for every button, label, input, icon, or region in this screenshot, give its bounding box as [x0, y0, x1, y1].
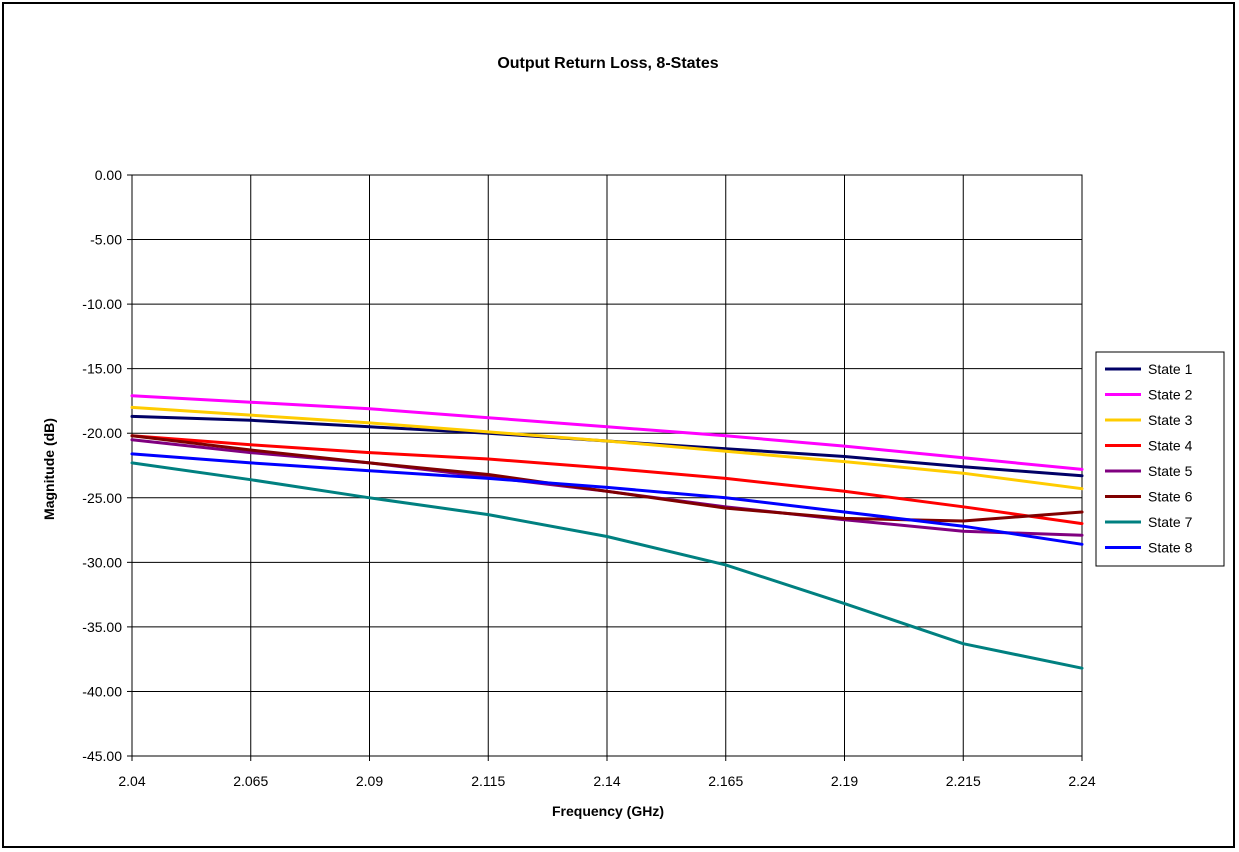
y-tick-label: 0.00 — [95, 167, 122, 183]
chart-title: Output Return Loss, 8-States — [497, 55, 718, 72]
x-tick-label: 2.165 — [708, 773, 743, 789]
legend-label-state-5: State 5 — [1148, 463, 1193, 479]
series-line-state-3 — [130, 405, 1084, 491]
y-tick-label: -20.00 — [82, 425, 122, 441]
y-axis-label: Magnitude (dB) — [41, 418, 57, 520]
legend-label-state-8: State 8 — [1148, 540, 1193, 556]
chart-svg: Output Return Loss, 8-States Magnitude (… — [41, 55, 1225, 819]
legend-label-state-4: State 4 — [1148, 438, 1193, 454]
legend-box — [1095, 351, 1225, 567]
x-tick-label: 2.115 — [471, 773, 505, 789]
series-line-state-4 — [130, 434, 1084, 526]
x-tick-label: 2.19 — [831, 773, 858, 789]
series-line-state-7 — [130, 461, 1084, 670]
x-tick-label: 2.14 — [593, 773, 620, 789]
legend-label-state-2: State 2 — [1148, 387, 1193, 403]
legend-label-state-7: State 7 — [1148, 514, 1193, 530]
y-tick-label: -30.00 — [82, 554, 122, 570]
series-line-state-8 — [130, 452, 1084, 546]
x-axis-label: Frequency (GHz) — [552, 803, 664, 819]
y-tick-label: -15.00 — [82, 361, 122, 377]
y-tick-label: -10.00 — [82, 296, 122, 312]
y-tick-label: -35.00 — [82, 619, 122, 635]
x-tick-label: 2.215 — [946, 773, 981, 789]
x-tick-label: 2.065 — [233, 773, 268, 789]
x-tick-label: 2.04 — [118, 773, 145, 789]
x-tick-label: 2.24 — [1068, 773, 1095, 789]
legend-label-state-1: State 1 — [1148, 361, 1193, 377]
y-tick-label: -40.00 — [82, 683, 122, 699]
y-tick-label: -5.00 — [90, 232, 122, 248]
x-tick-label: 2.09 — [356, 773, 383, 789]
legend-label-state-6: State 6 — [1148, 489, 1193, 505]
y-tick-label: -25.00 — [82, 490, 122, 506]
y-tick-label: -45.00 — [82, 748, 122, 764]
legend-label-state-3: State 3 — [1148, 412, 1193, 428]
series-line-state-2 — [130, 394, 1084, 471]
